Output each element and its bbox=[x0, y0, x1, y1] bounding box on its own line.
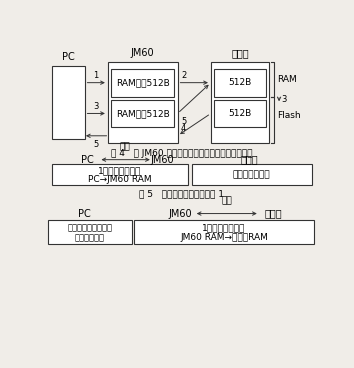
Bar bbox=[192, 164, 312, 185]
Text: 交互: 交互 bbox=[120, 142, 130, 151]
Text: RAM缓存512B: RAM缓存512B bbox=[116, 78, 170, 87]
Text: 1: 1 bbox=[93, 71, 99, 80]
Text: 3: 3 bbox=[281, 95, 287, 104]
Bar bbox=[52, 66, 85, 139]
Text: 校验前一页用户代码: 校验前一页用户代码 bbox=[68, 223, 113, 232]
Bar bbox=[111, 100, 175, 127]
Text: JM60: JM60 bbox=[131, 48, 154, 58]
Text: 3: 3 bbox=[93, 102, 99, 111]
Text: 512B: 512B bbox=[228, 78, 252, 87]
Bar bbox=[214, 69, 266, 96]
Text: RAM: RAM bbox=[277, 75, 297, 84]
Text: 目标机: 目标机 bbox=[231, 48, 249, 58]
Text: PC: PC bbox=[80, 155, 93, 164]
Bar bbox=[214, 100, 266, 127]
Text: 交互: 交互 bbox=[221, 196, 232, 205]
Text: 1页用户目标代码: 1页用户目标代码 bbox=[202, 223, 246, 232]
Text: 512B: 512B bbox=[228, 109, 252, 118]
Text: 5: 5 bbox=[182, 117, 187, 125]
Text: 目标机: 目标机 bbox=[264, 209, 282, 219]
Text: 目标机: 目标机 bbox=[241, 155, 258, 164]
Text: 图 4   以 JM60 作为编程调试器的编程系统通信流程: 图 4 以 JM60 作为编程调试器的编程系统通信流程 bbox=[111, 149, 252, 158]
Text: PC: PC bbox=[62, 52, 75, 62]
Text: 写入子程序运行: 写入子程序运行 bbox=[233, 170, 270, 179]
Text: 写入是否正确: 写入是否正确 bbox=[75, 233, 105, 242]
Text: JM60: JM60 bbox=[168, 209, 192, 219]
Text: 5: 5 bbox=[93, 139, 99, 149]
Bar bbox=[211, 62, 269, 143]
Bar bbox=[48, 220, 132, 244]
Text: PC→JM60 RAM: PC→JM60 RAM bbox=[88, 175, 152, 184]
Text: 图 5   通信流程中可并发操作 1: 图 5 通信流程中可并发操作 1 bbox=[139, 189, 224, 198]
Text: JM60 RAM→目标机RAM: JM60 RAM→目标机RAM bbox=[180, 233, 268, 242]
Bar bbox=[52, 164, 188, 185]
Text: JM60: JM60 bbox=[150, 155, 174, 164]
Text: Flash: Flash bbox=[277, 111, 301, 120]
Text: 4: 4 bbox=[181, 124, 186, 134]
Bar bbox=[108, 62, 178, 143]
Text: 2: 2 bbox=[182, 71, 187, 79]
Bar bbox=[111, 69, 175, 96]
Text: PC: PC bbox=[78, 209, 91, 219]
Bar bbox=[134, 220, 314, 244]
Text: RAM缓存512B: RAM缓存512B bbox=[116, 109, 170, 118]
Text: 1页用户目标代码: 1页用户目标代码 bbox=[98, 166, 142, 175]
